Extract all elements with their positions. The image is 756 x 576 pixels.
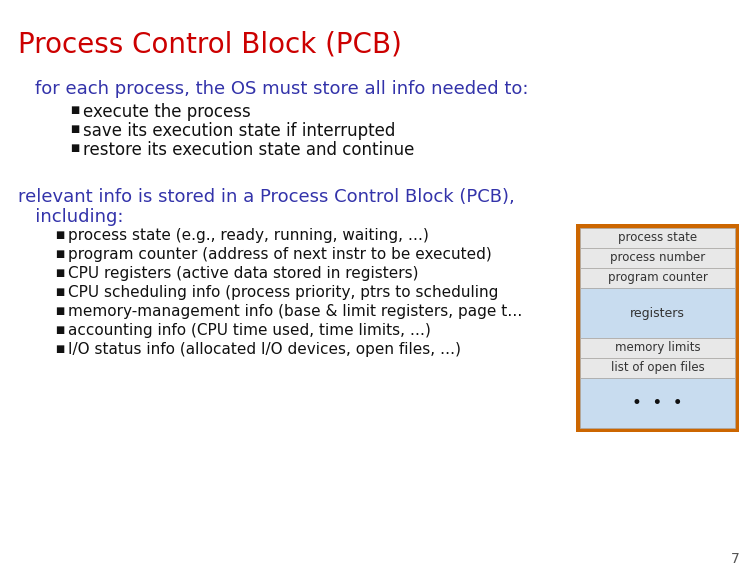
Text: ■: ■ [70, 124, 79, 134]
Text: restore its execution state and continue: restore its execution state and continue [83, 141, 414, 159]
Text: ■: ■ [55, 325, 64, 335]
Text: ■: ■ [55, 268, 64, 278]
Text: ■: ■ [55, 306, 64, 316]
Text: process number: process number [610, 252, 705, 264]
Text: I/O status info (allocated I/O devices, open files, …): I/O status info (allocated I/O devices, … [68, 342, 461, 357]
Bar [580, 358, 735, 378]
Bar [580, 288, 735, 338]
Bar [580, 248, 735, 268]
Text: registers: registers [630, 306, 685, 320]
Text: ■: ■ [70, 143, 79, 153]
Text: process state (e.g., ready, running, waiting, …): process state (e.g., ready, running, wai… [68, 228, 429, 243]
Text: save its execution state if interrupted: save its execution state if interrupted [83, 122, 395, 140]
Text: CPU scheduling info (process priority, ptrs to scheduling: CPU scheduling info (process priority, p… [68, 285, 498, 300]
Bar [576, 224, 739, 432]
Text: execute the process: execute the process [83, 103, 251, 121]
Text: program counter: program counter [608, 271, 708, 285]
Text: Process Control Block (PCB): Process Control Block (PCB) [18, 30, 402, 58]
Bar [580, 228, 735, 248]
Bar [580, 268, 735, 288]
Text: ■: ■ [55, 287, 64, 297]
Text: •  •  •: • • • [632, 394, 683, 412]
Bar [580, 378, 735, 428]
Text: program counter (address of next instr to be executed): program counter (address of next instr t… [68, 247, 491, 262]
Text: list of open files: list of open files [611, 362, 705, 374]
Text: memory-management info (base & limit registers, page t…: memory-management info (base & limit reg… [68, 304, 522, 319]
Text: ■: ■ [55, 230, 64, 240]
Text: memory limits: memory limits [615, 342, 700, 354]
Text: including:: including: [18, 208, 123, 226]
Text: ■: ■ [55, 249, 64, 259]
Bar [580, 338, 735, 358]
Text: ■: ■ [70, 105, 79, 115]
Text: for each process, the OS must store all info needed to:: for each process, the OS must store all … [35, 80, 528, 98]
Text: relevant info is stored in a Process Control Block (PCB),: relevant info is stored in a Process Con… [18, 188, 515, 206]
Text: ■: ■ [55, 344, 64, 354]
Text: 7: 7 [731, 552, 740, 566]
Text: accounting info (CPU time used, time limits, …): accounting info (CPU time used, time lim… [68, 323, 431, 338]
Text: process state: process state [618, 232, 697, 244]
Text: CPU registers (active data stored in registers): CPU registers (active data stored in reg… [68, 266, 419, 281]
